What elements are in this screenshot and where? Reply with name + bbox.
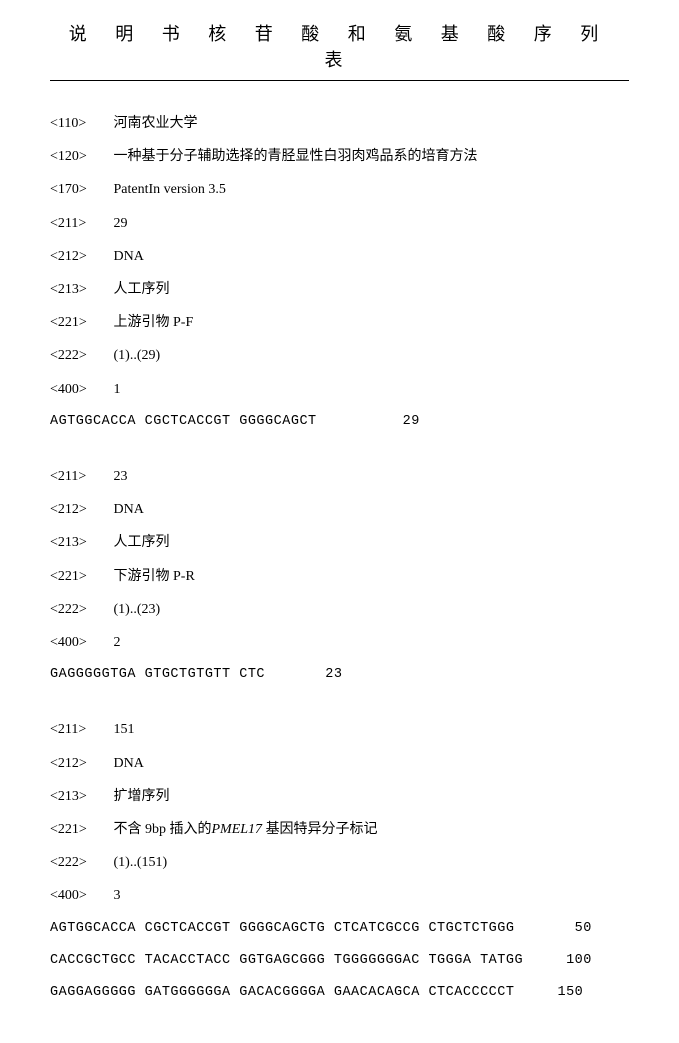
- seq1-213: <213> 人工序列: [50, 277, 629, 302]
- value-170: PatentIn version 3.5: [114, 182, 226, 197]
- tag-110: <110>: [50, 111, 110, 136]
- seq2-222: <222> (1)..(23): [50, 597, 629, 622]
- value-221-pre: 不含 9bp 插入的: [114, 822, 212, 837]
- tag-213: <213>: [50, 784, 110, 809]
- seq2-400: <400> 2: [50, 630, 629, 655]
- seq1-221: <221> 上游引物 P-F: [50, 310, 629, 335]
- tag-211: <211>: [50, 464, 110, 489]
- seq3-213: <213> 扩增序列: [50, 784, 629, 809]
- tag-213: <213>: [50, 277, 110, 302]
- tag-212: <212>: [50, 751, 110, 776]
- tag-213: <213>: [50, 530, 110, 555]
- tag-222: <222>: [50, 343, 110, 368]
- sequence-listing-page: 说 明 书 核 苷 酸 和 氨 基 酸 序 列 表 <110> 河南农业大学 <…: [0, 0, 679, 1043]
- value-400: 2: [114, 635, 121, 650]
- seq3-line3: GAGGAGGGGG GATGGGGGGA GACACGGGGA GAACACA…: [50, 981, 629, 1005]
- tag-222: <222>: [50, 597, 110, 622]
- value-222: (1)..(29): [114, 348, 161, 363]
- seq2-213: <213> 人工序列: [50, 530, 629, 555]
- seq1-212: <212> DNA: [50, 244, 629, 269]
- value-213: 人工序列: [114, 535, 170, 550]
- value-400: 3: [114, 888, 121, 903]
- field-170: <170> PatentIn version 3.5: [50, 177, 629, 202]
- seq3-222: <222> (1)..(151): [50, 850, 629, 875]
- seq2-211: <211> 23: [50, 464, 629, 489]
- seq2-212: <212> DNA: [50, 497, 629, 522]
- value-221-post: 基因特异分子标记: [262, 822, 378, 837]
- seq1-400: <400> 1: [50, 377, 629, 402]
- seq3-212: <212> DNA: [50, 751, 629, 776]
- tag-170: <170>: [50, 177, 110, 202]
- value-221: 上游引物 P-F: [114, 315, 194, 330]
- value-213: 扩增序列: [114, 789, 170, 804]
- gap-1: [50, 442, 629, 464]
- value-211: 151: [114, 722, 135, 737]
- tag-221: <221>: [50, 564, 110, 589]
- value-212: DNA: [114, 756, 144, 771]
- seq1-222: <222> (1)..(29): [50, 343, 629, 368]
- tag-212: <212>: [50, 497, 110, 522]
- value-213: 人工序列: [114, 282, 170, 297]
- gap-2: [50, 695, 629, 717]
- tag-212: <212>: [50, 244, 110, 269]
- field-120: <120> 一种基于分子辅助选择的青胫显性白羽肉鸡品系的培育方法: [50, 144, 629, 169]
- tag-400: <400>: [50, 630, 110, 655]
- seq3-line2: CACCGCTGCC TACACCTACC GGTGAGCGGG TGGGGGG…: [50, 949, 629, 973]
- value-221: 下游引物 P-R: [114, 569, 195, 584]
- value-211: 29: [114, 216, 128, 231]
- seq1-sequence: AGTGGCACCA CGCTCACCGT GGGGCAGCT 29: [50, 410, 629, 434]
- tag-120: <120>: [50, 144, 110, 169]
- value-212: DNA: [114, 502, 144, 517]
- value-110: 河南农业大学: [114, 116, 198, 131]
- value-211: 23: [114, 469, 128, 484]
- value-222: (1)..(23): [114, 602, 161, 617]
- value-212: DNA: [114, 249, 144, 264]
- tag-221: <221>: [50, 817, 110, 842]
- gene-name: PMEL17: [212, 822, 263, 837]
- tag-211: <211>: [50, 211, 110, 236]
- seq3-221: <221> 不含 9bp 插入的PMEL17 基因特异分子标记: [50, 817, 629, 842]
- seq2-221: <221> 下游引物 P-R: [50, 564, 629, 589]
- seq2-sequence: GAGGGGGTGA GTGCTGTGTT CTC 23: [50, 663, 629, 687]
- seq1-211: <211> 29: [50, 211, 629, 236]
- value-400: 1: [114, 382, 121, 397]
- tag-400: <400>: [50, 883, 110, 908]
- tag-221: <221>: [50, 310, 110, 335]
- tag-211: <211>: [50, 717, 110, 742]
- value-222: (1)..(151): [114, 855, 168, 870]
- seq3-line1: AGTGGCACCA CGCTCACCGT GGGGCAGCTG CTCATCG…: [50, 917, 629, 941]
- seq3-211: <211> 151: [50, 717, 629, 742]
- tag-400: <400>: [50, 377, 110, 402]
- field-110: <110> 河南农业大学: [50, 111, 629, 136]
- tag-222: <222>: [50, 850, 110, 875]
- page-title: 说 明 书 核 苷 酸 和 氨 基 酸 序 列 表: [50, 20, 629, 81]
- seq3-400: <400> 3: [50, 883, 629, 908]
- value-120: 一种基于分子辅助选择的青胫显性白羽肉鸡品系的培育方法: [114, 149, 478, 164]
